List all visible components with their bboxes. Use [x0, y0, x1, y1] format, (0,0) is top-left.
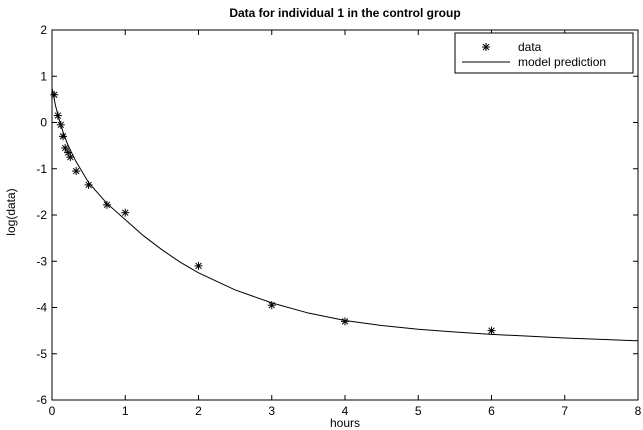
legend-data-marker	[482, 43, 490, 51]
y-tick-label: -4	[36, 301, 47, 315]
data-point	[102, 200, 111, 209]
y-tick-label: -6	[36, 393, 47, 407]
x-tick-label: 7	[561, 404, 568, 418]
y-tick-label: 2	[40, 23, 47, 37]
y-tick-label: -5	[36, 347, 47, 361]
x-tick-label: 2	[195, 404, 202, 418]
y-tick-label: -1	[36, 162, 47, 176]
x-tick-label: 1	[122, 404, 129, 418]
data-point	[84, 180, 93, 189]
legend-asterisk	[482, 43, 490, 51]
y-tick-label: 0	[40, 116, 47, 130]
chart-title: Data for individual 1 in the control gro…	[229, 6, 460, 20]
data-point	[66, 153, 75, 162]
data-point	[267, 301, 276, 310]
y-tick-label: 1	[40, 69, 47, 83]
legend-data-label: data	[518, 40, 542, 54]
data-point	[194, 261, 203, 270]
x-tick-label: 8	[635, 404, 642, 418]
model-prediction-line	[51, 87, 639, 342]
data-point	[53, 111, 62, 120]
data-point	[50, 90, 59, 99]
plot-frame	[51, 29, 639, 401]
x-tick-label: 3	[268, 404, 275, 418]
data-point	[72, 167, 81, 176]
y-axis-label: log(data)	[4, 188, 18, 235]
data-point	[56, 120, 65, 129]
legend: data model prediction	[454, 32, 634, 74]
legend-model-label: model prediction	[518, 55, 606, 69]
data-point	[341, 317, 349, 326]
data-point	[58, 132, 67, 141]
y-tick-label: -2	[36, 208, 47, 222]
data-point	[121, 208, 130, 217]
x-tick-label: 5	[415, 404, 422, 418]
y-tick-label: -3	[36, 254, 47, 268]
data-point	[487, 326, 496, 335]
x-tick-label: 6	[488, 404, 495, 418]
data-point	[61, 143, 70, 152]
x-axis-label: hours	[330, 416, 360, 430]
legend-box	[454, 32, 634, 74]
x-tick-label: 4	[342, 404, 349, 418]
x-tick-label: 0	[49, 404, 56, 418]
